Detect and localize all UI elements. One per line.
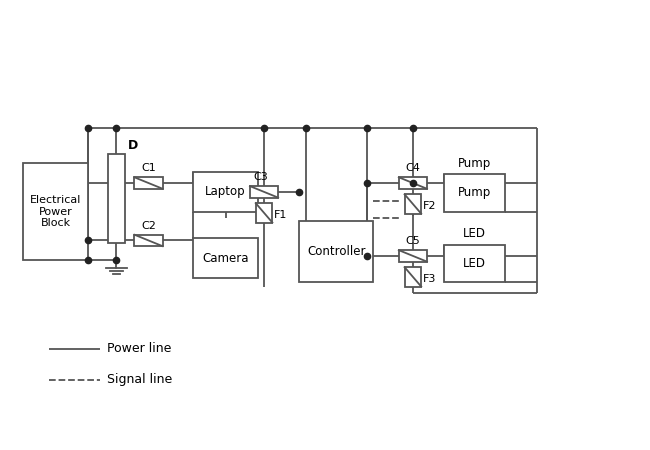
Text: D: D (128, 139, 138, 152)
Text: Controller: Controller (307, 245, 365, 258)
Bar (255, 203, 272, 223)
Text: F3: F3 (422, 274, 436, 284)
Text: C3: C3 (254, 172, 268, 182)
Bar (135, 177, 162, 189)
Bar (444, 245, 504, 283)
Bar (250, 186, 278, 198)
Text: Signal line: Signal line (107, 373, 172, 386)
Text: F1: F1 (274, 210, 287, 220)
Bar (444, 174, 504, 212)
Text: Camera: Camera (202, 252, 249, 265)
Bar (194, 172, 257, 212)
Bar (404, 194, 421, 214)
Text: Electrical
Power
Block: Electrical Power Block (30, 195, 81, 228)
Text: C5: C5 (406, 236, 421, 246)
Bar (194, 238, 257, 278)
Text: LED: LED (463, 227, 486, 240)
Bar (23, 163, 88, 261)
Bar (108, 154, 125, 243)
Text: F2: F2 (422, 201, 436, 211)
Text: C1: C1 (141, 163, 156, 173)
Bar (399, 177, 427, 189)
Text: Laptop: Laptop (205, 185, 246, 198)
Text: C4: C4 (406, 163, 421, 173)
Text: C2: C2 (141, 221, 156, 231)
Bar (404, 267, 421, 287)
Text: Pump: Pump (458, 186, 491, 199)
Bar (399, 250, 427, 261)
Text: Power line: Power line (107, 342, 171, 355)
Text: Pump: Pump (458, 157, 491, 170)
Text: LED: LED (463, 257, 486, 270)
Bar (300, 220, 373, 283)
Bar (135, 235, 162, 246)
